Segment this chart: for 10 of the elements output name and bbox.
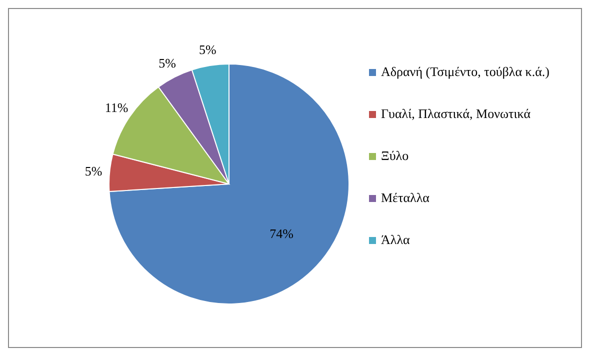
legend-label: Μέταλλα (381, 190, 430, 206)
legend-label: Άλλα (381, 232, 410, 248)
data-label: 74% (270, 226, 294, 241)
data-label: 5% (84, 164, 102, 179)
data-label: 5% (158, 55, 176, 70)
legend-label: Γυαλί, Πλαστικά, Μονωτικά (381, 106, 531, 122)
legend-label: Αδρανή (Τσιμέντο, τούβλα κ.ά.) (381, 64, 550, 80)
data-label: 11% (104, 100, 128, 116)
legend-label: Ξύλο (381, 148, 409, 164)
data-label: 5% (199, 42, 217, 58)
